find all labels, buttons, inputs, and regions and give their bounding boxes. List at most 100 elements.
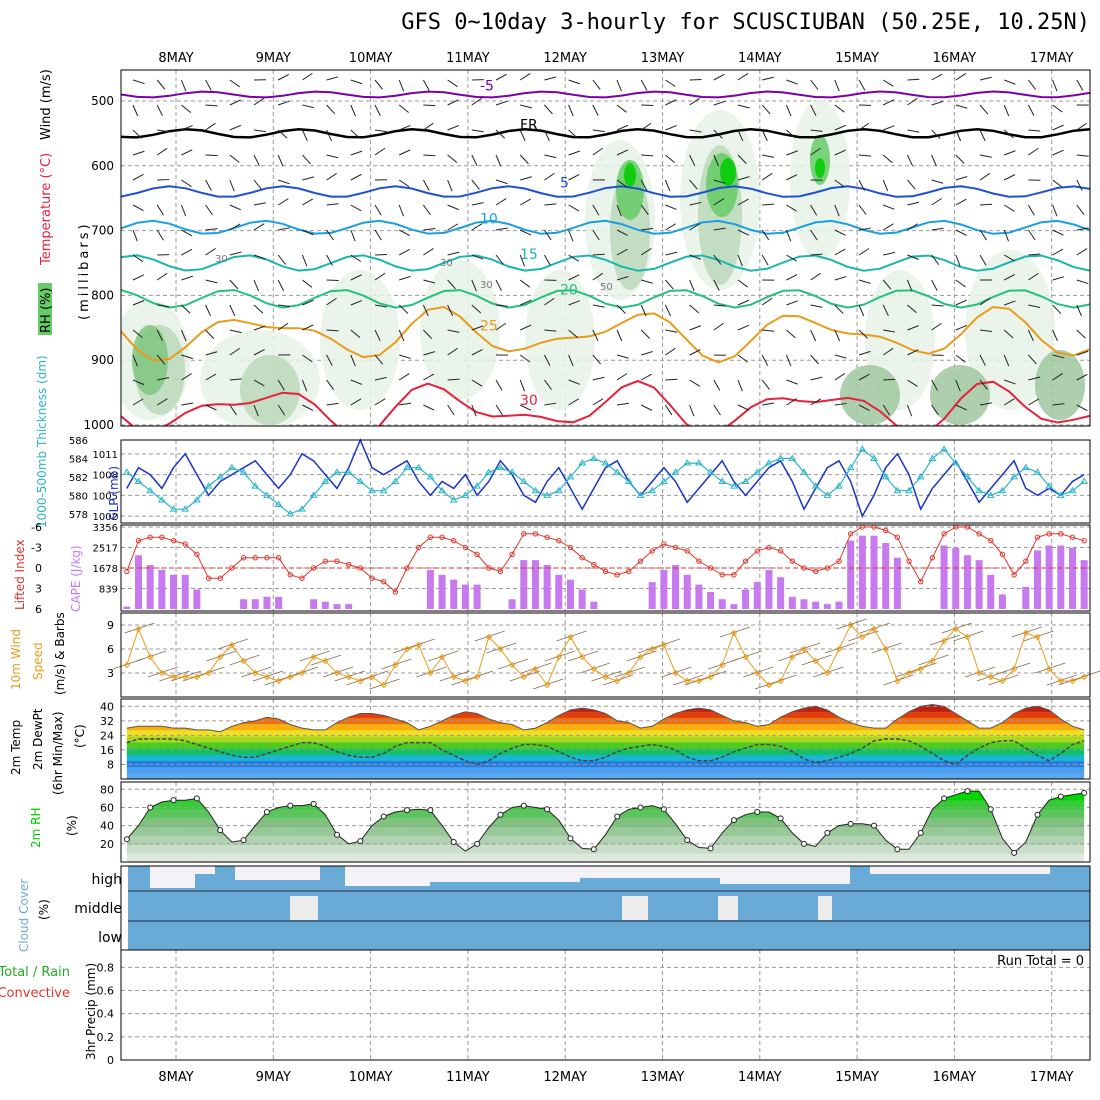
high-cloud-gap (150, 866, 195, 888)
temp-band (126, 748, 1085, 755)
wind-barb (253, 97, 265, 106)
wind-barb (326, 297, 337, 306)
wind-speed-marker (695, 677, 703, 685)
wind-barb (132, 104, 139, 117)
thickness-marker (1056, 491, 1065, 498)
lifted-index-marker (789, 558, 795, 564)
thickness-marker (695, 459, 703, 466)
wind-barb (955, 104, 968, 109)
wind-speed-marker (415, 641, 422, 649)
thickness-tick-label: 584 (69, 454, 88, 465)
wind-barb (326, 379, 335, 390)
temp2m-axis-label-2: 2m DewPt (31, 708, 45, 770)
wind-barb (834, 402, 847, 406)
cloud-units-label: (%) (37, 899, 51, 920)
temp-tick-label: 32 (100, 715, 114, 728)
wind-barb (495, 304, 508, 307)
lifted-index-marker (988, 537, 994, 544)
wind-barb (205, 154, 218, 157)
thickness-marker (368, 486, 376, 494)
cape-bar (170, 574, 178, 609)
wind-barb (1076, 248, 1088, 256)
precip-tick-label: 0.6 (97, 985, 115, 998)
wind-barb (229, 378, 242, 381)
thickness-marker (601, 459, 610, 466)
wind-barb (544, 402, 557, 406)
wind-speed-marker (1034, 633, 1041, 641)
wind-barb (350, 329, 361, 339)
wind-barb (205, 279, 218, 284)
temp-band (126, 711, 1085, 718)
wind-speed-marker (905, 669, 913, 677)
lifted-index-marker (182, 541, 188, 547)
cape-bar (590, 601, 598, 609)
wind-barb (302, 324, 314, 331)
lifted-index-marker (240, 555, 247, 561)
wind-barb (132, 150, 145, 156)
wind-barb (713, 404, 721, 416)
wind-barb (543, 379, 552, 390)
wind-barb (665, 223, 676, 231)
thickness-marker (286, 509, 295, 517)
wind-barb (205, 329, 215, 340)
cape-bar (333, 604, 341, 609)
wind-barb (471, 254, 484, 260)
wind-barb (398, 149, 411, 156)
wind-barb (834, 329, 841, 342)
wind-barb (520, 299, 532, 306)
wind-barb (906, 404, 913, 417)
wind-barb (834, 276, 847, 281)
wind-barb (762, 329, 775, 332)
pressure-tick-label: 900 (91, 353, 114, 367)
wind-barb (858, 227, 871, 231)
wind-barb (350, 129, 360, 139)
rh-color-bands (126, 791, 1085, 862)
wind-barb (519, 254, 526, 267)
wind-barb (931, 304, 944, 307)
wind-barb (689, 97, 700, 106)
thickness-marker (916, 472, 925, 480)
wind-barb (229, 79, 240, 88)
wind-barb (1052, 373, 1063, 381)
wind-barb (399, 124, 411, 131)
lifted-index-marker (696, 558, 702, 564)
wind-barb (640, 404, 653, 411)
rh-legend-swatch (38, 283, 52, 335)
wind-barb (858, 154, 871, 157)
wind-speed-marker (578, 653, 586, 661)
isotherm-label: 25 (480, 318, 498, 334)
thickness-marker (356, 477, 365, 484)
rh-shading (930, 365, 990, 425)
rh2m-marker (497, 811, 504, 818)
wind-barb (810, 147, 821, 156)
rh2m-marker (147, 804, 154, 811)
thickness-marker (578, 459, 587, 466)
wind-speed-marker (637, 653, 644, 661)
wind-barb (665, 125, 677, 131)
wind-speed-marker (964, 633, 971, 641)
thickness-marker (730, 482, 738, 489)
rh2m-marker (894, 846, 901, 853)
wind-barb (1052, 204, 1058, 217)
wind-barb (568, 104, 574, 117)
date-label-top: 9MAY (256, 51, 291, 66)
wind-barb (931, 100, 944, 106)
lifted-index-marker (1081, 537, 1087, 544)
lifted-index-marker (1023, 558, 1029, 564)
wind-barb (374, 272, 386, 281)
wind-barb (713, 322, 724, 331)
lifted-index-marker (929, 555, 936, 561)
cape-bar (310, 599, 318, 609)
upper-air-panel: -5 FR 5 10 15 20 25 30 30 30 50 30 (121, 72, 1090, 426)
wind-barb (713, 73, 725, 81)
panel-frame (120, 524, 1091, 612)
wind-speed-marker (812, 657, 819, 665)
cape-bar (812, 601, 820, 609)
thickness-marker (484, 468, 493, 475)
cape-bar (940, 545, 948, 609)
wind-barb (543, 254, 551, 266)
wind-barb (1003, 329, 1014, 339)
wind-barb (471, 279, 477, 292)
cloud-level-label: middle (74, 901, 122, 917)
wind-barb (907, 254, 919, 260)
